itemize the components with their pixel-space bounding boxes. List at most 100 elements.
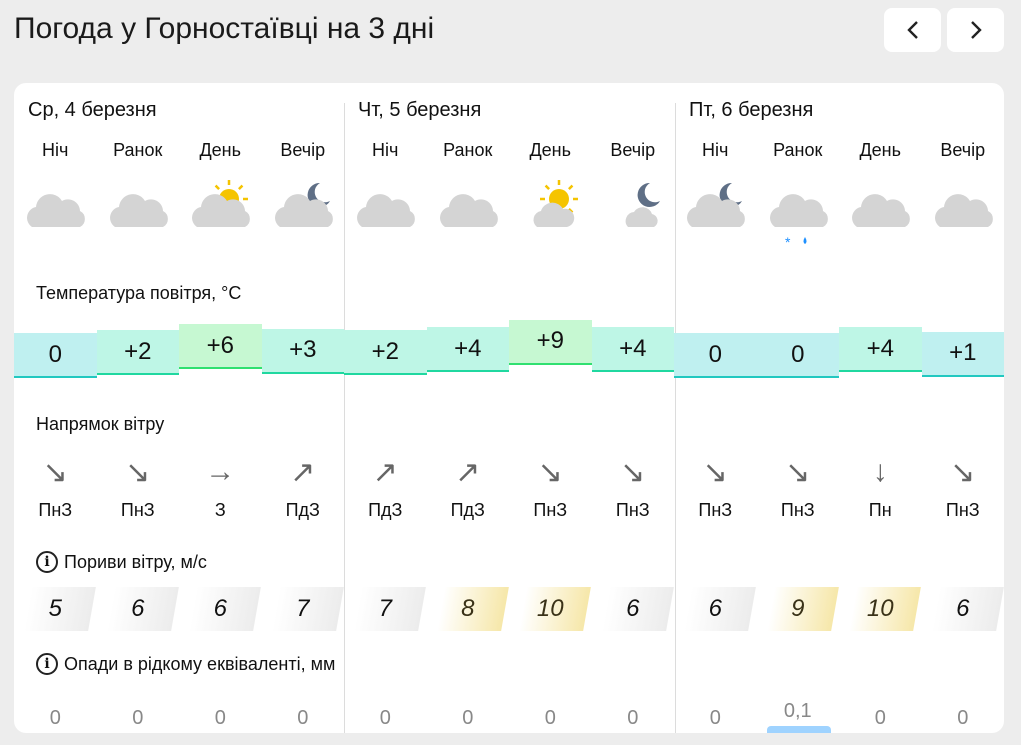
gust-value: 10 — [536, 595, 564, 622]
precipitation-value: 0 — [49, 707, 61, 729]
wind-arrow-icon: ↗ — [372, 456, 398, 489]
precipitation-value: 0 — [709, 707, 721, 729]
gust-value: 6 — [213, 595, 227, 622]
wind-arrow-icon: ↘ — [537, 456, 563, 489]
wind-arrow-icon: ↗ — [290, 456, 316, 489]
wind-arrow-icon: ↘ — [785, 456, 811, 489]
chevron-left-icon — [906, 21, 918, 39]
day-label: Пт, 6 березня — [689, 99, 814, 121]
gust-value: 6 — [956, 595, 970, 622]
wind-direction-label: ПнЗ — [120, 500, 155, 520]
temperature-value: +1 — [921, 331, 1004, 377]
temperature-value: +3 — [261, 328, 344, 374]
wind-direction-label: З — [214, 500, 226, 520]
gust-value: 6 — [708, 595, 722, 622]
wind-arrow-icon: ↗ — [455, 456, 481, 489]
temperature-value: 0 — [756, 333, 839, 378]
wind-direction-label: ПнЗ — [533, 500, 568, 520]
forecast-card: Ср, 4 березня Чт, 5 березня Пт, 6 березн… — [14, 83, 1004, 733]
cloudy-icon — [14, 175, 97, 245]
precipitation-heading[interactable]: i Опади в рідкому еквіваленті, мм — [36, 653, 335, 675]
wind-direction-label: ПдЗ — [285, 500, 320, 520]
gust-value: 8 — [461, 595, 475, 622]
next-button[interactable] — [947, 8, 1004, 52]
gust-value: 6 — [626, 595, 640, 622]
wind-direction-label: ПнЗ — [615, 500, 650, 520]
period-label: День — [859, 140, 902, 160]
period-label: День — [199, 140, 242, 160]
day-divider — [344, 103, 345, 733]
wind-direction-label: ПдЗ — [368, 500, 403, 520]
wind-direction-label: ПнЗ — [38, 500, 73, 520]
cloudy-icon — [97, 175, 180, 245]
gust-value: 7 — [296, 595, 310, 622]
sunny-cloud-icon — [509, 175, 592, 245]
precipitation-value: 0 — [957, 707, 969, 729]
period-label: День — [529, 140, 572, 160]
partly-sunny-icon — [179, 175, 262, 245]
temperature-value: 0 — [674, 333, 757, 378]
wind-arrow-icon: ↘ — [42, 456, 68, 489]
wind-arrow-icon: ↘ — [702, 456, 728, 489]
temperature-heading: Температура повітря, °C — [36, 283, 242, 303]
wind-direction-label: ПнЗ — [698, 500, 733, 520]
temperature-value: +4 — [426, 327, 509, 372]
gust-value: 6 — [131, 595, 145, 622]
precipitation-value: 0 — [462, 707, 474, 729]
day-label: Чт, 5 березня — [358, 99, 482, 121]
precipitation-value: 0 — [132, 707, 144, 729]
temperature-value: +6 — [179, 324, 262, 369]
cloudy-icon — [922, 175, 1005, 245]
wind-direction-label: ПнЗ — [945, 500, 980, 520]
info-icon[interactable]: i — [36, 653, 58, 675]
wind-direction-label: ПдЗ — [450, 500, 485, 520]
cloudy-icon — [839, 175, 922, 245]
wind-direction-label: Пн — [868, 500, 892, 520]
precipitation-value: 0 — [214, 707, 226, 729]
temperature-value: +2 — [96, 330, 179, 375]
precipitation-value: 0 — [627, 707, 639, 729]
period-label: Ніч — [372, 140, 399, 160]
precipitation-value: 0 — [544, 707, 556, 729]
temperature-value: +4 — [839, 327, 922, 372]
wind-direction-label: ПнЗ — [780, 500, 815, 520]
partly-moon-icon — [262, 175, 345, 245]
precipitation-value: 0 — [297, 707, 309, 729]
gusts-heading[interactable]: i Пориви вітру, м/с — [36, 551, 207, 573]
wind-arrow-icon: ↘ — [950, 456, 976, 489]
period-label: Ранок — [443, 140, 493, 160]
day-divider — [675, 103, 676, 733]
period-label: Ранок — [113, 140, 163, 160]
precipitation-label: Опади в рідкому еквіваленті, мм — [64, 653, 336, 674]
wind-direction-heading: Напрямок вітру — [36, 414, 165, 434]
cloudy-icon — [427, 175, 510, 245]
wind-arrow-icon: ↓ — [872, 455, 888, 488]
wind-arrow-icon: → — [205, 455, 236, 488]
precipitation-value: 0 — [874, 707, 886, 729]
precipitation-value: 0,1 — [783, 700, 812, 722]
partly-moon-icon — [674, 175, 757, 245]
page-title: Погода у Горностаївці на 3 дні — [14, 12, 435, 45]
gust-value: 10 — [866, 595, 894, 622]
cloudy-snow-rain-icon: * — [757, 175, 840, 250]
gust-value: 7 — [378, 595, 392, 622]
period-label: Вечір — [280, 140, 326, 160]
temperature-value: +9 — [509, 319, 592, 365]
moon-cloud-icon — [592, 175, 675, 245]
svg-text:*: * — [785, 234, 791, 250]
period-label: Вечір — [940, 140, 986, 160]
period-label: Ранок — [773, 140, 823, 160]
period-label: Ніч — [702, 140, 729, 160]
precipitation-bar — [766, 726, 831, 733]
prev-button[interactable] — [884, 8, 941, 52]
temperature-value: +4 — [591, 327, 674, 372]
info-icon[interactable]: i — [36, 551, 58, 573]
temperature-value: +2 — [344, 330, 427, 375]
wind-arrow-icon: ↘ — [125, 456, 151, 489]
period-label: Вечір — [610, 140, 656, 160]
temperature-value: 0 — [14, 333, 97, 378]
precipitation-value: 0 — [379, 707, 391, 729]
gusts-label: Пориви вітру, м/с — [64, 551, 207, 572]
wind-arrow-icon: ↘ — [620, 456, 646, 489]
period-label: Ніч — [42, 140, 69, 160]
